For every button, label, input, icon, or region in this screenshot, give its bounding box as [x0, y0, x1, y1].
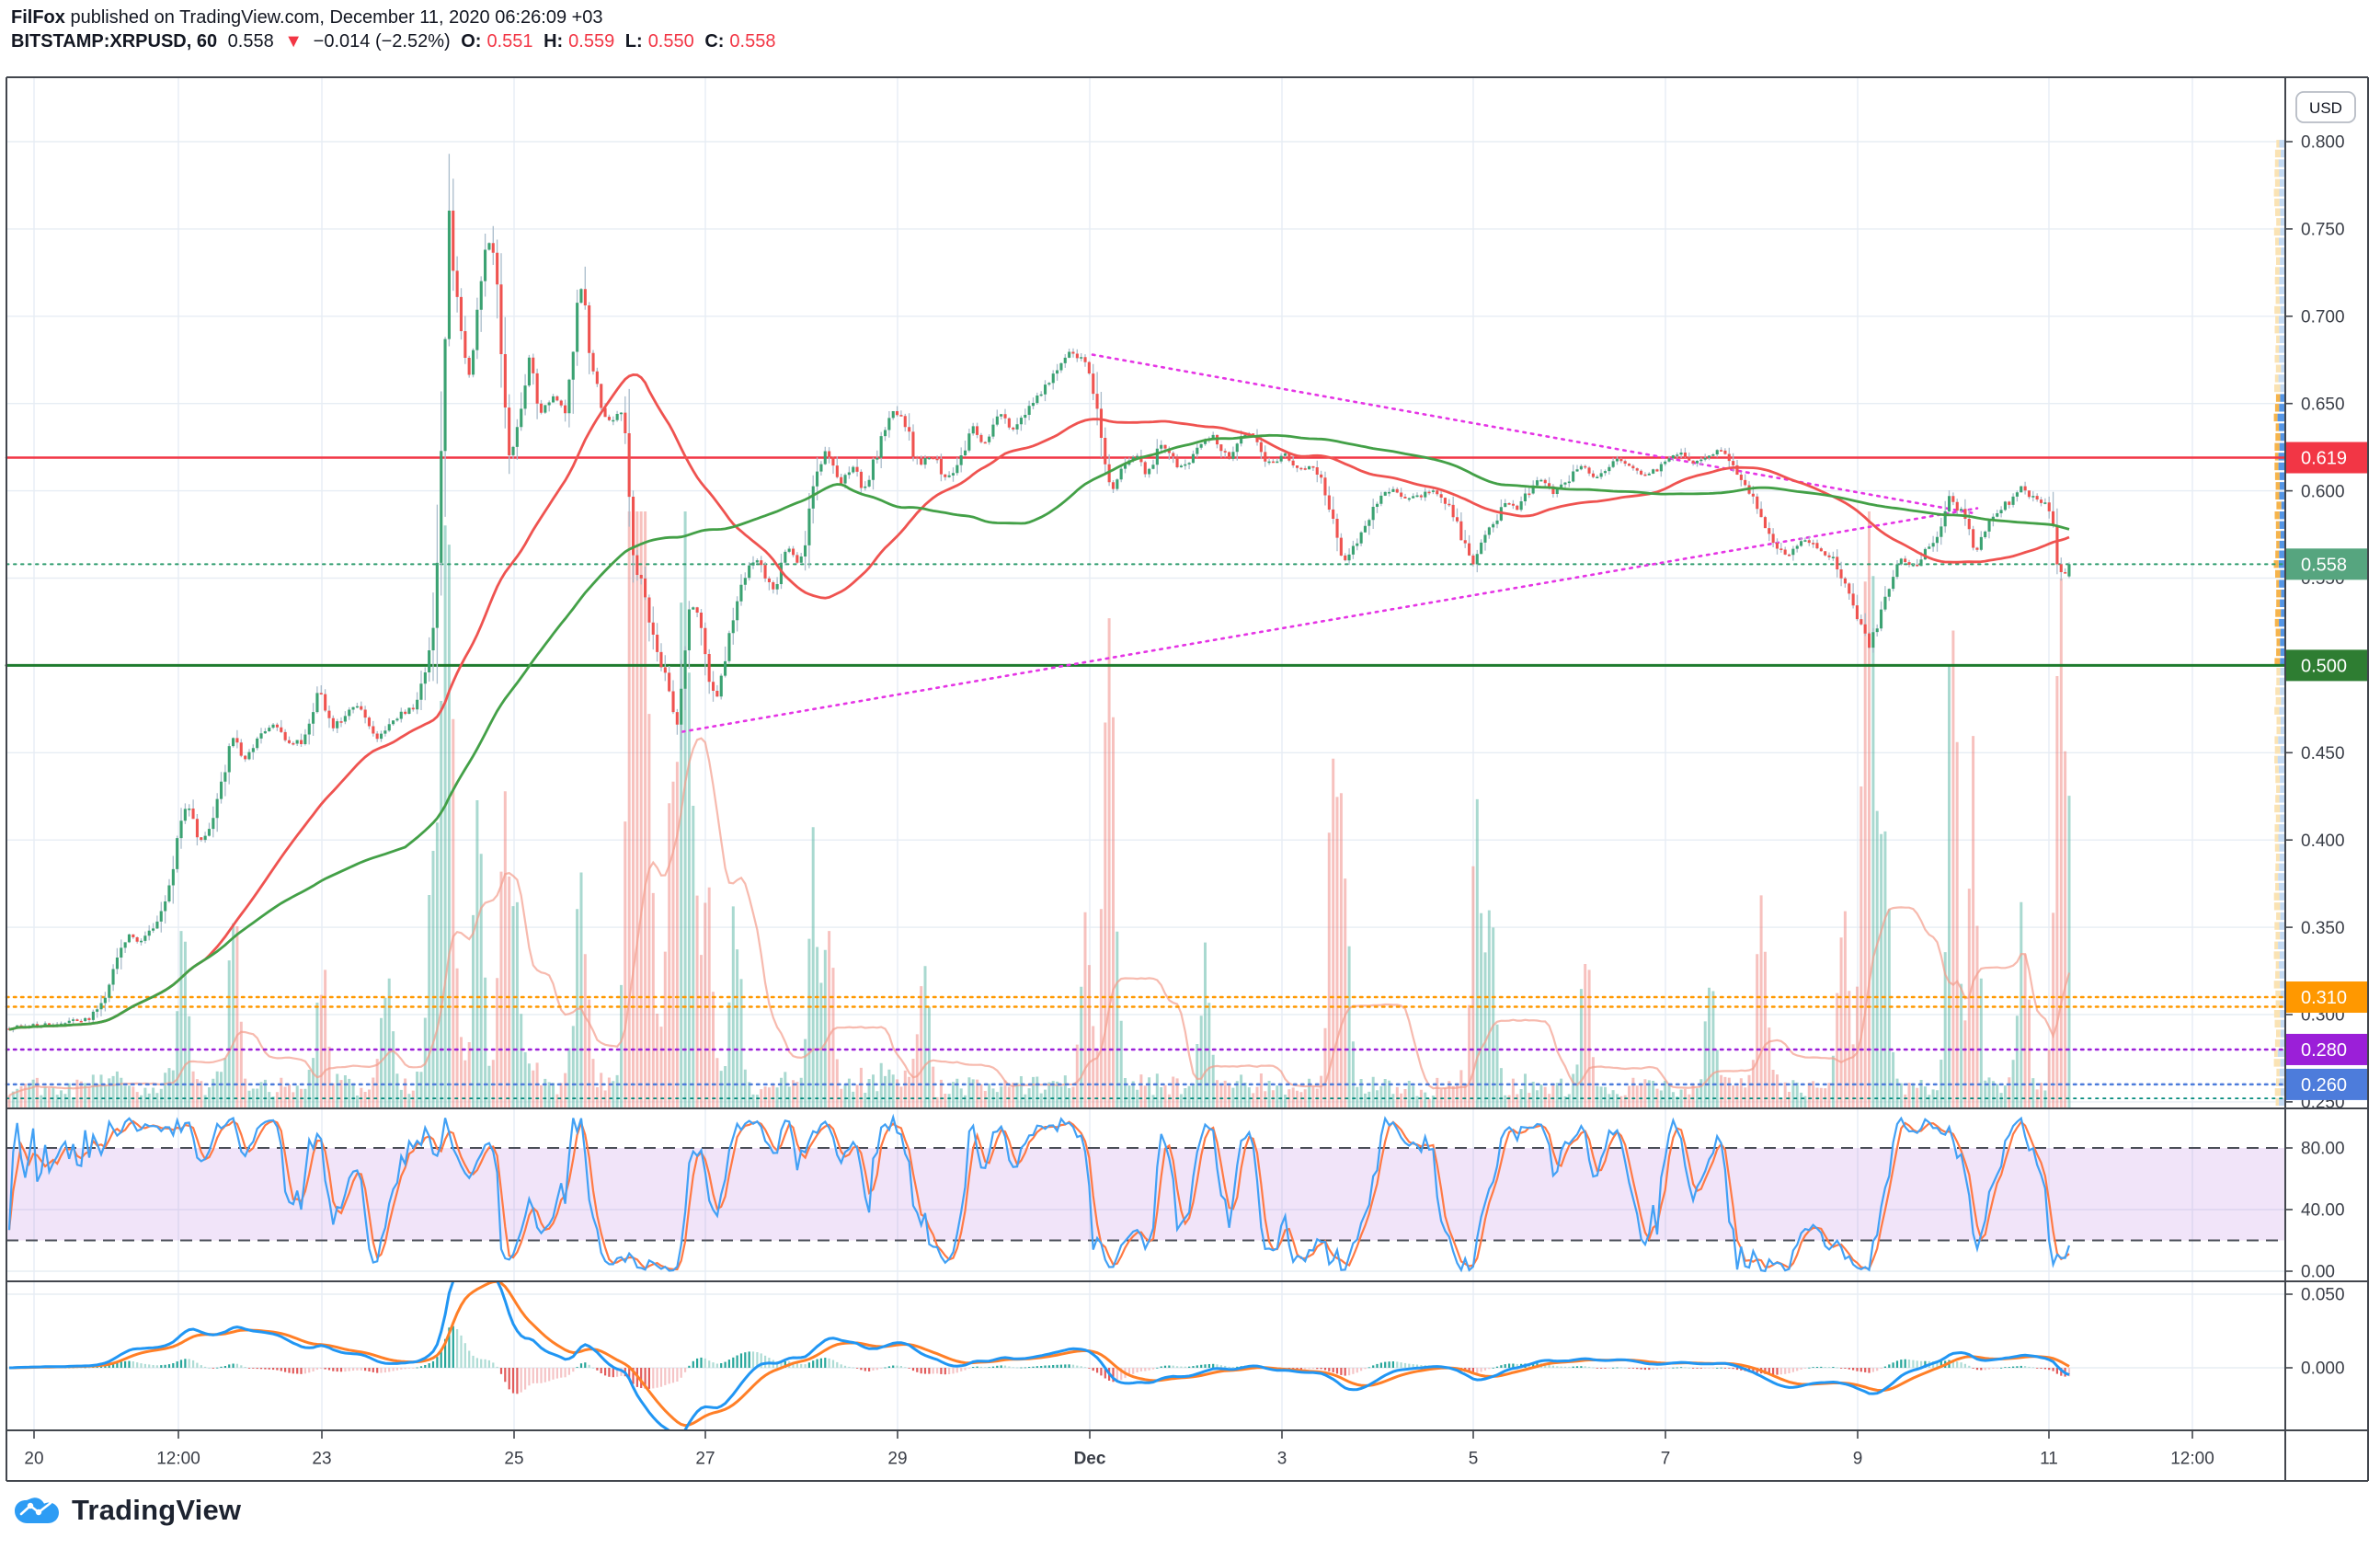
price-axis[interactable]: 0.8000.7500.7000.6500.6000.5500.5000.450…	[2285, 133, 2345, 1379]
close-label: C:	[704, 31, 725, 52]
publish-line: FilFox published on TradingView.com, Dec…	[11, 6, 781, 29]
time-axis[interactable]: 20 12:00 23 25 27 29 Dec 3 5 7 9 11 12:00	[24, 1430, 2214, 1469]
time-tick-label: Dec	[1074, 1450, 1106, 1469]
macd-tick-label: 0.000	[2301, 1360, 2345, 1379]
down-arrow-icon: ▼	[284, 31, 303, 52]
time-tick-label: 29	[887, 1450, 907, 1469]
stochastic-lines	[7, 1113, 2071, 1273]
macd-tick-label: 0.050	[2301, 1286, 2345, 1305]
author-name: FilFox	[11, 7, 65, 28]
price-badge-label: 0.260	[2301, 1075, 2347, 1096]
price-tick-label: 0.450	[2301, 744, 2345, 763]
time-tick-label: 23	[312, 1450, 331, 1469]
price-badge-0.500	[2286, 649, 2367, 682]
price-badge-label: 0.500	[2301, 656, 2347, 676]
macd-signal-line	[9, 1282, 2070, 1428]
tradingview-cloud-icon	[15, 1497, 59, 1523]
price-badges: 0.619 0.558 0.500 0.310 0.280 0.260	[2286, 442, 2367, 1100]
price-change: −0.014 (−2.52%)	[313, 31, 451, 52]
price-badge-0.558	[2286, 548, 2367, 580]
trendlines[interactable]	[681, 353, 1979, 733]
price-badge-label: 0.558	[2301, 555, 2347, 575]
volume-profile	[2273, 140, 2284, 1107]
chart-header: FilFox published on TradingView.com, Dec…	[11, 6, 781, 53]
time-tick-label: 7	[1661, 1450, 1671, 1469]
price-badge-label: 0.310	[2301, 988, 2347, 1008]
time-tick-label: 9	[1853, 1450, 1863, 1469]
price-tick-label: 0.650	[2301, 395, 2345, 414]
time-tick-label: 3	[1277, 1450, 1287, 1469]
time-tick-label: 11	[2040, 1450, 2058, 1469]
price-tick-label: 0.750	[2301, 221, 2345, 240]
trendline-2[interactable]	[681, 507, 1979, 733]
down-candles	[7, 211, 2067, 1030]
tradingview-logo-text: TradingView	[72, 1494, 242, 1526]
pane-borders	[6, 76, 2369, 1482]
time-tick-label: 5	[1469, 1450, 1479, 1469]
price-badge-0.280	[2286, 1033, 2367, 1065]
stoch-d-line	[7, 1119, 2070, 1271]
stoch-tick-label: 0.00	[2301, 1263, 2335, 1282]
ma-fast-line	[8, 373, 2070, 1031]
price-badge-label: 0.280	[2301, 1040, 2347, 1061]
price-badge-label: 0.619	[2301, 449, 2347, 469]
open-value: 0.551	[486, 31, 533, 52]
low-label: L:	[624, 31, 643, 52]
price-tick-label: 0.600	[2301, 482, 2345, 501]
stoch-k-line	[7, 1113, 2071, 1273]
open-label: O:	[461, 31, 482, 52]
trendline-1[interactable]	[1091, 353, 1977, 515]
time-tick-label: 27	[695, 1450, 715, 1469]
symbol-name[interactable]: BITSTAMP:XRPUSD, 60	[11, 31, 218, 52]
macd-pane	[8, 1282, 2071, 1429]
currency-button[interactable]: USD	[2295, 91, 2356, 123]
stoch-tick-label: 40.00	[2301, 1201, 2345, 1221]
stoch-tick-label: 80.00	[2301, 1140, 2345, 1159]
ma-slow-line	[8, 433, 2070, 1031]
price-badge-0.310	[2286, 981, 2367, 1014]
currency-button-label: USD	[2309, 99, 2342, 117]
high-value: 0.559	[568, 31, 615, 52]
price-badge-0.619	[2286, 442, 2367, 474]
high-label: H:	[544, 31, 564, 52]
low-value: 0.550	[647, 31, 694, 52]
price-badge-0.260	[2286, 1068, 2367, 1100]
time-tick-label: 25	[504, 1450, 523, 1469]
price-tick-label: 0.800	[2301, 133, 2345, 153]
last-price: 0.558	[227, 31, 274, 52]
level-lines[interactable]	[5, 456, 2287, 1100]
time-tick-label: 12:00	[156, 1450, 200, 1469]
price-tick-label: 0.350	[2301, 919, 2345, 938]
moving-averages	[8, 373, 2070, 1031]
price-tick-label: 0.700	[2301, 307, 2345, 327]
time-tick-label: 20	[24, 1450, 43, 1469]
time-tick-label: 12:00	[2170, 1450, 2214, 1469]
symbol-info-line: BITSTAMP:XRPUSD, 60 0.558 ▼ −0.014 (−2.5…	[11, 29, 781, 53]
price-tick-label: 0.400	[2301, 832, 2345, 851]
publish-info: published on TradingView.com, December 1…	[64, 7, 603, 28]
close-value: 0.558	[729, 31, 776, 52]
tradingview-logo[interactable]: TradingView	[13, 1494, 241, 1527]
macd-line	[8, 1282, 2070, 1429]
